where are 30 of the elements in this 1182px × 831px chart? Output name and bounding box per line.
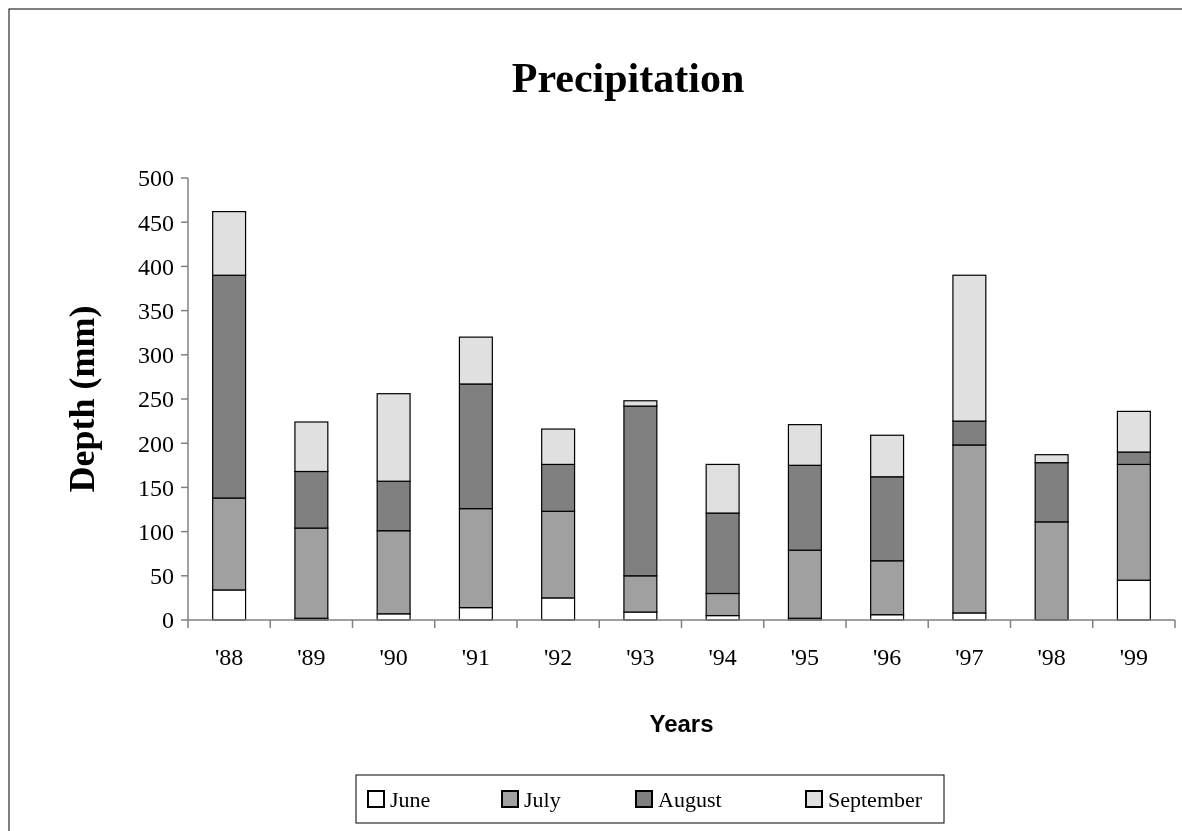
y-tick-label: 150 (138, 474, 174, 501)
x-tick-label: '92 (543, 644, 573, 670)
x-tick-label: '95 (790, 644, 820, 670)
legend-label: July (524, 786, 561, 812)
y-tick-label: 0 (162, 607, 174, 634)
y-tick-label: 350 (138, 298, 174, 324)
y-tick-label: 450 (138, 209, 174, 236)
x-tick-label: '96 (872, 644, 902, 670)
legend-label: June (390, 786, 431, 812)
x-tick-label: '94 (708, 644, 737, 670)
x-tick-label: '98 (1037, 644, 1066, 670)
y-tick-label: 100 (138, 519, 174, 545)
y-tick-label: 200 (138, 430, 174, 457)
x-tick-label: '89 (297, 644, 326, 670)
x-tick-label: '91 (461, 644, 491, 670)
x-tick-label: '90 (379, 644, 408, 670)
y-tick-label: 500 (138, 165, 174, 192)
y-tick-label: 250 (138, 386, 174, 413)
y-axis-title: Depth (mm) (62, 305, 102, 493)
x-tick-label: '88 (214, 644, 244, 670)
y-tick-label: 400 (138, 253, 174, 280)
x-tick-label: '93 (626, 644, 655, 670)
x-axis-title: Years (649, 710, 714, 737)
y-tick-label: 300 (138, 342, 174, 369)
y-tick-label: 50 (150, 563, 174, 590)
chart-title: Precipitation (511, 55, 745, 101)
legend-label: September (828, 786, 923, 812)
x-tick-label: '99 (1119, 644, 1149, 670)
x-tick-label: '97 (955, 644, 984, 670)
legend-label: August (658, 786, 722, 812)
